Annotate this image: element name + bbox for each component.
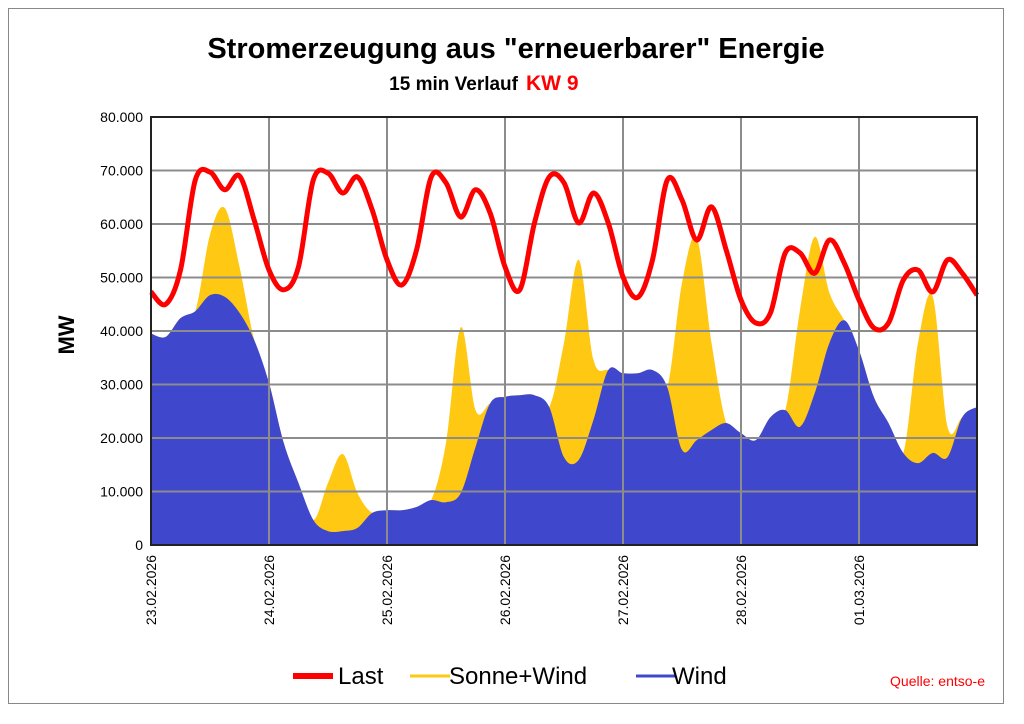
x-tick-label: 01.03.2026 bbox=[851, 555, 867, 625]
series-line-last bbox=[149, 166, 980, 333]
legend-label: Sonne+Wind bbox=[449, 663, 587, 690]
x-tick-label: 28.02.2026 bbox=[733, 555, 749, 625]
chart-frame bbox=[8, 8, 1004, 704]
x-tick-label: 27.02.2026 bbox=[615, 555, 631, 625]
legend: Last Sonne+Wind Wind bbox=[293, 663, 727, 690]
y-tick-label: 0 bbox=[135, 537, 143, 553]
y-tick-label: 30.000 bbox=[100, 377, 143, 393]
legend-label: Wind bbox=[672, 663, 727, 690]
x-tick-label: 24.02.2026 bbox=[261, 555, 277, 625]
y-tick-label: 40.000 bbox=[100, 323, 143, 339]
y-tick-label: 10.000 bbox=[100, 484, 143, 500]
x-tick-label: 23.02.2026 bbox=[143, 555, 159, 625]
plot-border bbox=[150, 116, 978, 546]
chart-title: Stromerzeugung aus "erneuerbarer" Energi… bbox=[207, 33, 824, 65]
y-tick-label: 70.000 bbox=[100, 163, 143, 179]
source-note: Quelle: entso-e bbox=[890, 673, 985, 689]
y-tick-label: 20.000 bbox=[100, 430, 143, 446]
series-area-wind bbox=[151, 293, 977, 545]
chart-subtitle: 15 min Verlauf bbox=[389, 74, 519, 95]
y-tick-label: 80.000 bbox=[100, 109, 143, 125]
x-tick-label: 25.02.2026 bbox=[379, 555, 395, 625]
x-tick-label: 26.02.2026 bbox=[497, 555, 513, 625]
legend-label: Last bbox=[338, 663, 384, 690]
y-tick-label: 50.000 bbox=[100, 270, 143, 286]
y-tick-label: 60.000 bbox=[100, 216, 143, 232]
y-axis-label: MW bbox=[54, 315, 79, 354]
chart-subtitle-week: KW 9 bbox=[526, 72, 579, 95]
